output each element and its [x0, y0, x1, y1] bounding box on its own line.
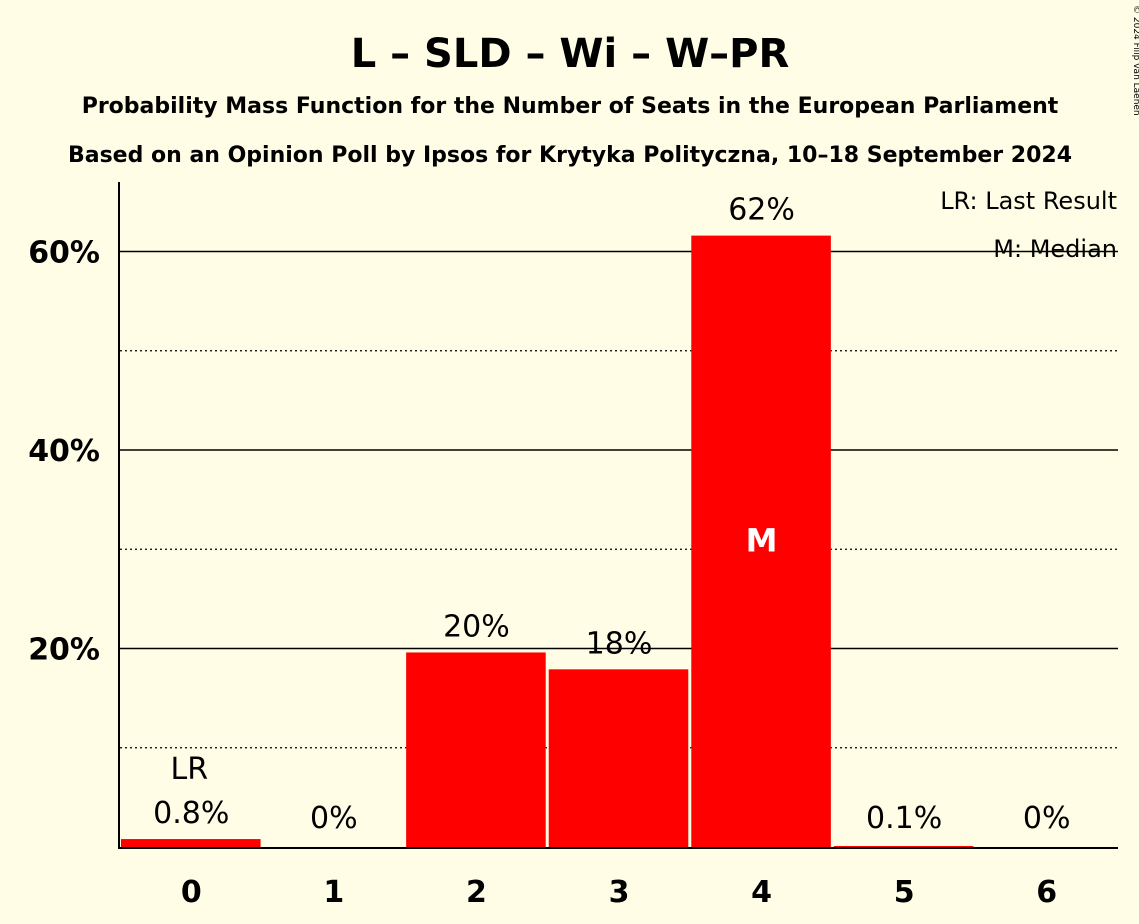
- value-label-4: 62%: [728, 193, 795, 228]
- legend: LR: Last Result M: Median: [940, 187, 1117, 263]
- bar-5: [833, 846, 974, 847]
- bar-0: [121, 839, 261, 847]
- legend-last-result: LR: Last Result: [940, 187, 1117, 215]
- bar-2: [406, 652, 546, 847]
- bars: [121, 235, 974, 847]
- x-tick-label-2: 2: [466, 875, 487, 910]
- bar-4: [691, 235, 831, 847]
- chart-subtitle-2: Based on an Opinion Poll by Ipsos for Kr…: [68, 143, 1072, 168]
- value-label-1: 0%: [310, 801, 358, 836]
- y-tick-label-2: 60%: [28, 235, 100, 270]
- legend-median: M: Median: [993, 235, 1117, 263]
- value-label-5: 0.1%: [866, 801, 942, 836]
- value-labels: 0.8% 0% 20% 18% 62% 0.1% 0% LR M: [153, 193, 1070, 836]
- grid-lines: [120, 250, 1118, 749]
- last-result-marker: LR: [171, 752, 209, 787]
- axes: 20% 40% 60% 0 1 2 3 4 5 6: [28, 182, 1118, 910]
- chart-titles: L – SLD – Wi – W–PR Probability Mass Fun…: [68, 31, 1072, 168]
- x-tick-label-0: 0: [181, 875, 202, 910]
- y-tick-label-0: 20%: [28, 632, 100, 667]
- chart-subtitle-1: Probability Mass Function for the Number…: [82, 94, 1059, 119]
- bar-3: [548, 669, 689, 847]
- median-marker: M: [746, 521, 778, 559]
- chart-title: L – SLD – Wi – W–PR: [351, 31, 790, 77]
- x-tick-label-6: 6: [1036, 875, 1057, 910]
- x-tick-label-5: 5: [894, 875, 915, 910]
- x-tick-label-3: 3: [609, 875, 630, 910]
- value-label-0: 0.8%: [153, 796, 229, 831]
- value-label-2: 20%: [443, 609, 510, 644]
- copyright-note: © 2024 Filip van Laenen: [1131, 5, 1139, 116]
- x-tick-label-4: 4: [751, 875, 772, 910]
- x-tick-label-1: 1: [323, 875, 344, 910]
- y-tick-label-1: 40%: [28, 434, 100, 469]
- value-label-6: 0%: [1023, 801, 1071, 836]
- value-label-3: 18%: [586, 626, 653, 661]
